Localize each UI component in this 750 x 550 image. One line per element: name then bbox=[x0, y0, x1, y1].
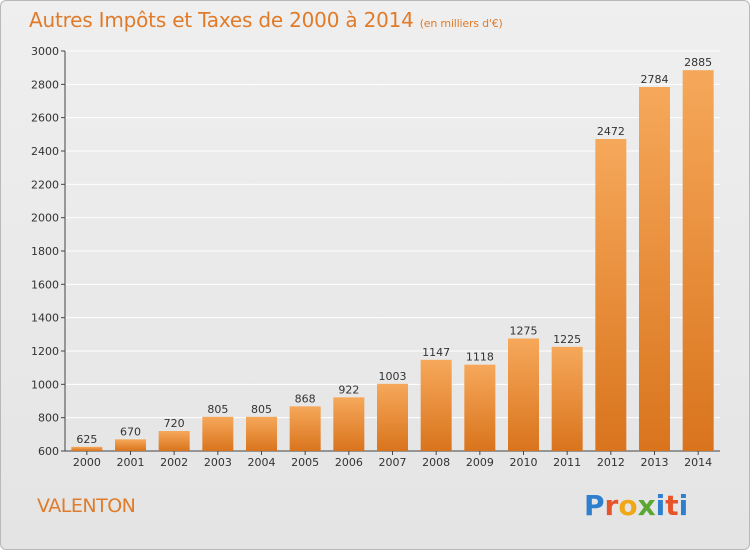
x-tick-label: 2011 bbox=[553, 456, 581, 469]
x-tick-label: 2012 bbox=[597, 456, 625, 469]
commune-name: VALENTON bbox=[37, 495, 136, 517]
data-label: 1003 bbox=[379, 370, 407, 383]
data-label: 720 bbox=[164, 417, 185, 430]
y-tick-label: 3000 bbox=[31, 45, 59, 58]
x-tick-label: 2007 bbox=[379, 456, 407, 469]
bar-2011 bbox=[551, 346, 583, 451]
bar-2010 bbox=[508, 338, 539, 451]
logo-letter: x bbox=[637, 489, 656, 522]
data-label: 1147 bbox=[422, 346, 450, 359]
x-tick-label: 2008 bbox=[422, 456, 450, 469]
logo-letter: i bbox=[655, 489, 666, 522]
bar-2014 bbox=[682, 70, 714, 452]
y-tick-label: 2000 bbox=[31, 212, 59, 225]
data-labels: 625 670 720 805 805 868 922 1003 1147 1118 1275 122… bbox=[76, 56, 712, 446]
bar-2008 bbox=[420, 359, 452, 451]
x-tick-label: 2004 bbox=[248, 456, 276, 469]
chart-unit: (en milliers d'€) bbox=[419, 17, 503, 30]
data-label: 922 bbox=[338, 383, 359, 396]
x-tick-label: 2013 bbox=[641, 456, 669, 469]
bar-2003 bbox=[202, 416, 234, 451]
logo-letter: i bbox=[678, 489, 689, 522]
bar-2006 bbox=[333, 397, 365, 451]
y-tick-label: 2800 bbox=[31, 78, 59, 91]
y-tick-label: 600 bbox=[38, 445, 59, 458]
y-tick-label: 800 bbox=[38, 412, 59, 425]
x-tick-label: 2001 bbox=[117, 456, 145, 469]
logo-letter: P bbox=[584, 489, 605, 522]
y-tick-label: 2600 bbox=[31, 112, 59, 125]
data-label: 1225 bbox=[553, 333, 581, 346]
data-label: 2472 bbox=[597, 125, 625, 138]
data-label: 670 bbox=[120, 425, 141, 438]
bar-2009 bbox=[464, 364, 496, 451]
bar-2007 bbox=[377, 383, 408, 451]
data-label: 805 bbox=[207, 403, 228, 416]
x-tick-label: 2003 bbox=[204, 456, 232, 469]
y-tick-label: 1200 bbox=[31, 345, 59, 358]
bar-2005 bbox=[289, 406, 321, 451]
logo-letter: t bbox=[665, 489, 679, 522]
x-tick-label: 2000 bbox=[73, 456, 101, 469]
bar-2001 bbox=[115, 439, 146, 451]
data-label: 1275 bbox=[510, 325, 538, 338]
y-tick-label: 2400 bbox=[31, 145, 59, 158]
x-tick-label: 2005 bbox=[291, 456, 319, 469]
x-tick-label: 2002 bbox=[160, 456, 188, 469]
data-label: 2885 bbox=[684, 56, 712, 69]
y-tick-labels: 600 800 1000 1200 1400 1600 1800 2000 2200 2400 26… bbox=[31, 45, 59, 458]
bar-2004 bbox=[246, 416, 277, 451]
x-tick-label: 2014 bbox=[684, 456, 712, 469]
bar-2013 bbox=[639, 87, 670, 451]
data-label: 1118 bbox=[466, 351, 494, 364]
x-tick-label: 2006 bbox=[335, 456, 363, 469]
y-tick-label: 1000 bbox=[31, 378, 59, 391]
y-tick-label: 1400 bbox=[31, 312, 59, 325]
proxiti-logo: Proxiti bbox=[584, 489, 688, 522]
chart-title: Autres Impôts et Taxes de 2000 à 2014 (en… bbox=[29, 8, 503, 32]
bar-2000 bbox=[71, 446, 103, 451]
x-tick-label: 2009 bbox=[466, 456, 494, 469]
data-label: 805 bbox=[251, 403, 272, 416]
logo-letter: r bbox=[604, 489, 619, 522]
bars bbox=[71, 70, 714, 452]
chart-title-text: Autres Impôts et Taxes de 2000 à 2014 bbox=[29, 8, 414, 32]
logo-letter: o bbox=[618, 489, 638, 522]
x-tick-label: 2010 bbox=[510, 456, 538, 469]
y-tick-label: 1800 bbox=[31, 245, 59, 258]
data-label: 2784 bbox=[641, 73, 669, 86]
data-label: 625 bbox=[76, 433, 97, 446]
x-tick-labels: 2000 2001 2002 2003 2004 2005 2006 2007 2008 2009… bbox=[73, 456, 712, 469]
y-tick-label: 2200 bbox=[31, 178, 59, 191]
bar-2002 bbox=[158, 431, 190, 451]
y-tick-label: 1600 bbox=[31, 278, 59, 291]
bar-2012 bbox=[595, 139, 627, 451]
data-label: 868 bbox=[295, 392, 316, 405]
